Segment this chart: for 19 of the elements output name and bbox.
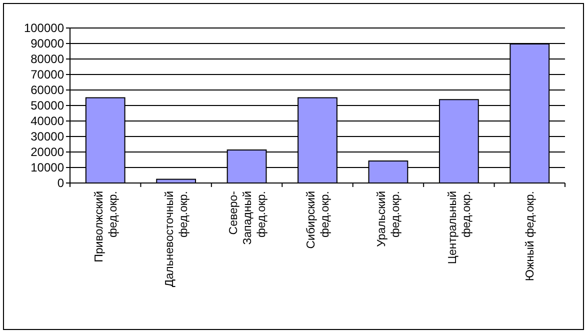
y-tick-label: 50000 (30, 98, 64, 113)
x-tick-label: Дальневосточный фед.окр. (164, 191, 190, 288)
bar (156, 178, 196, 184)
x-tick-label: Северо-Западный фед.окр. (228, 190, 268, 245)
x-tick-label: Сибирский фед.окр. (306, 191, 332, 249)
y-tick-label: 70000 (30, 68, 64, 82)
y-tick-label: 30000 (30, 130, 64, 144)
y-tick-label: 100000 (24, 21, 64, 36)
y-tick-label: 10000 (30, 160, 64, 175)
x-tick-label: Уральский фед.окр. (376, 191, 402, 247)
y-tick-label: 90000 (30, 36, 64, 51)
x-tick-label: Центральный фед.окр. (446, 191, 473, 264)
y-tick-label: 80000 (30, 52, 64, 66)
y-tick-label: 20000 (30, 145, 64, 160)
y-tick-label: 60000 (30, 83, 64, 98)
y-tick-label: 0 (57, 176, 64, 190)
x-tick-label: Приволжский фед.окр. (93, 191, 120, 262)
x-tick-label: Южный фед.окр. (524, 191, 537, 282)
y-tick-label: 40000 (30, 114, 64, 128)
